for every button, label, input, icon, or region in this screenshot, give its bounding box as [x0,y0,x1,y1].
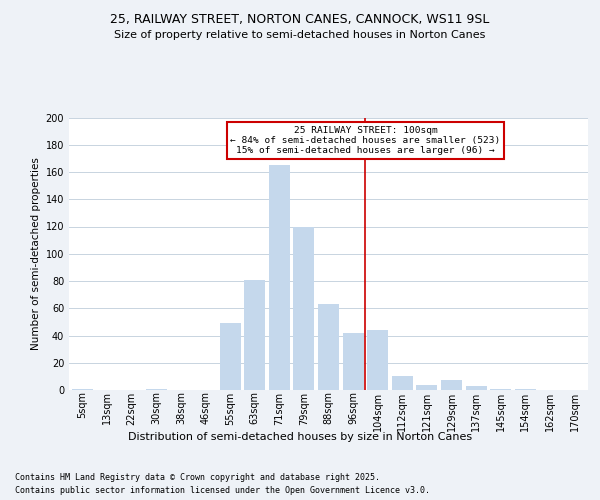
Text: 25 RAILWAY STREET: 100sqm
← 84% of semi-detached houses are smaller (523)
15% of: 25 RAILWAY STREET: 100sqm ← 84% of semi-… [230,126,500,156]
Text: Contains public sector information licensed under the Open Government Licence v3: Contains public sector information licen… [15,486,430,495]
Bar [367,330,388,390]
Text: Contains HM Land Registry data © Crown copyright and database right 2025.: Contains HM Land Registry data © Crown c… [15,472,380,482]
Bar [515,388,536,390]
Bar [490,388,511,390]
Bar [244,280,265,390]
Bar [146,388,167,390]
Text: 25, RAILWAY STREET, NORTON CANES, CANNOCK, WS11 9SL: 25, RAILWAY STREET, NORTON CANES, CANNOC… [110,12,490,26]
Bar [72,388,93,390]
Text: Distribution of semi-detached houses by size in Norton Canes: Distribution of semi-detached houses by … [128,432,472,442]
Bar [220,323,241,390]
Bar [343,333,364,390]
Text: Size of property relative to semi-detached houses in Norton Canes: Size of property relative to semi-detach… [115,30,485,40]
Bar [466,386,487,390]
Bar [416,384,437,390]
Bar [441,380,462,390]
Y-axis label: Number of semi-detached properties: Number of semi-detached properties [31,158,41,350]
Bar [293,226,314,390]
Bar [318,304,339,390]
Bar [269,165,290,390]
Bar [392,376,413,390]
